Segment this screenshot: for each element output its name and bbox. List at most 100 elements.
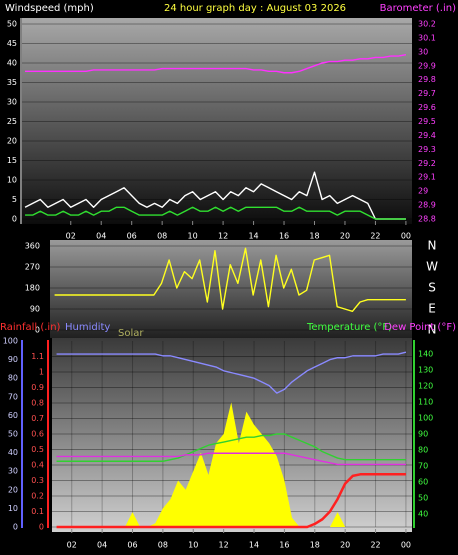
y-tick-label: 0.6 [31,430,44,439]
y-tick-label: 5 [12,195,17,204]
header: Windspeed (mph) [5,3,94,14]
series-name: Humidity [65,322,110,333]
y-tick-label: 20 [7,137,17,146]
line [56,433,406,462]
y3-tick-label: 50 [418,494,428,503]
y2-tick-label: 29.4 [418,131,436,140]
line [25,53,407,74]
y3-tick-label: 130 [418,365,433,374]
series-name: Rainfall (.in) [0,322,61,333]
y2-tick-label: 80 [8,374,18,383]
y-tick-label: 0 [12,215,17,224]
x-tick-label: 10 [188,541,198,550]
y3-tick-label: 40 [418,510,428,519]
y2-tick-label: E [428,302,436,316]
x-tick-label: 18 [310,541,320,550]
y-tick-label: 0.2 [31,492,44,501]
line [25,206,406,220]
y3-tick-label: 100 [418,413,433,422]
x-tick-label: 14 [248,232,258,241]
y2-tick-label: 29 [418,187,428,196]
area [56,402,406,527]
y2-tick-label: 30 [418,47,428,56]
y2-tick-label: 20 [8,485,18,494]
y3-tick-label: 60 [418,478,428,487]
series-name: Dew Point (°F) [384,322,456,333]
y3-tick-label: 70 [418,462,428,471]
x-tick-label: 22 [370,232,380,241]
y2-tick-label: 30 [8,467,18,476]
x-tick-label: 08 [157,232,167,241]
line [54,247,406,313]
x-tick-label: 08 [158,541,168,550]
y2-tick-label: 30.1 [418,33,436,42]
y-tick-label: 0 [39,523,44,532]
line [24,171,406,220]
y-tick-label: 0.3 [31,476,44,485]
y2-tick-label: 10 [8,504,18,513]
y-tick-label: 0 [35,326,40,335]
wind-panel [22,18,412,224]
y2-tick-label: 90 [8,355,18,364]
y2-tick-label: 29.9 [418,61,436,70]
y2-tick-label: 29.1 [418,173,436,182]
y-tick-label: 1 [39,368,44,377]
y2-tick-label: S [428,281,436,295]
series-name: Temperature (°F) [306,322,392,333]
y-tick-label: 0.1 [31,507,44,516]
x-tick-label: 18 [309,232,319,241]
y2-tick-label: 60 [8,411,18,420]
y2-tick-label: 70 [8,392,18,401]
y2-tick-label: 29.2 [418,159,436,168]
y-tick-label: 1.1 [31,352,44,361]
line [56,351,407,394]
x-tick-label: 06 [127,232,137,241]
y2-tick-label: 29.6 [418,103,436,112]
x-tick-label: 20 [340,232,350,241]
x-tick-label: 00 [401,541,411,550]
x-tick-label: 04 [96,232,106,241]
x-tick-label: 16 [279,541,289,550]
direction-panel [50,240,412,338]
header: 24 hour graph day : August 03 2026 [164,3,346,14]
y-tick-label: 0.9 [31,383,44,392]
y2-tick-label: 30.2 [418,20,436,29]
x-tick-label: 02 [67,541,77,550]
y2-tick-label: 29.8 [418,75,436,84]
y-tick-label: 0.7 [31,414,44,423]
y-tick-label: 360 [25,242,40,251]
y3-tick-label: 90 [418,430,428,439]
y-tick-label: 0.4 [31,461,44,470]
line [56,452,406,466]
series-name: Solar [118,328,144,339]
x-tick-label: 10 [188,232,198,241]
y3-tick-label: 80 [418,446,428,455]
y-tick-label: 90 [30,305,40,314]
header: Barometer (.in) [380,3,456,14]
y-tick-label: 25 [7,117,17,126]
y2-tick-label: W [426,260,438,274]
x-tick-label: 02 [66,232,76,241]
y2-tick-label: 29.5 [418,117,436,126]
y2-tick-label: N [428,323,437,337]
y2-tick-label: 100 [3,337,18,346]
y-tick-label: 0.5 [31,445,44,454]
y2-tick-label: 28.9 [418,201,436,210]
y3-tick-label: 110 [418,397,433,406]
x-tick-label: 14 [249,541,259,550]
x-tick-label: 06 [127,541,137,550]
x-tick-label: 16 [279,232,289,241]
y-tick-label: 35 [7,78,17,87]
y2-tick-label: 28.8 [418,215,436,224]
y2-tick-label: 50 [8,430,18,439]
y-tick-label: 50 [7,20,17,29]
y-tick-label: 270 [25,263,40,272]
y2-tick-label: 29.7 [418,89,436,98]
y2-tick-label: 40 [8,448,18,457]
x-tick-label: 04 [97,541,107,550]
x-tick-label: 12 [218,232,228,241]
y-tick-label: 0.8 [31,399,44,408]
y-tick-label: 45 [7,39,17,48]
y-tick-label: 10 [7,176,17,185]
